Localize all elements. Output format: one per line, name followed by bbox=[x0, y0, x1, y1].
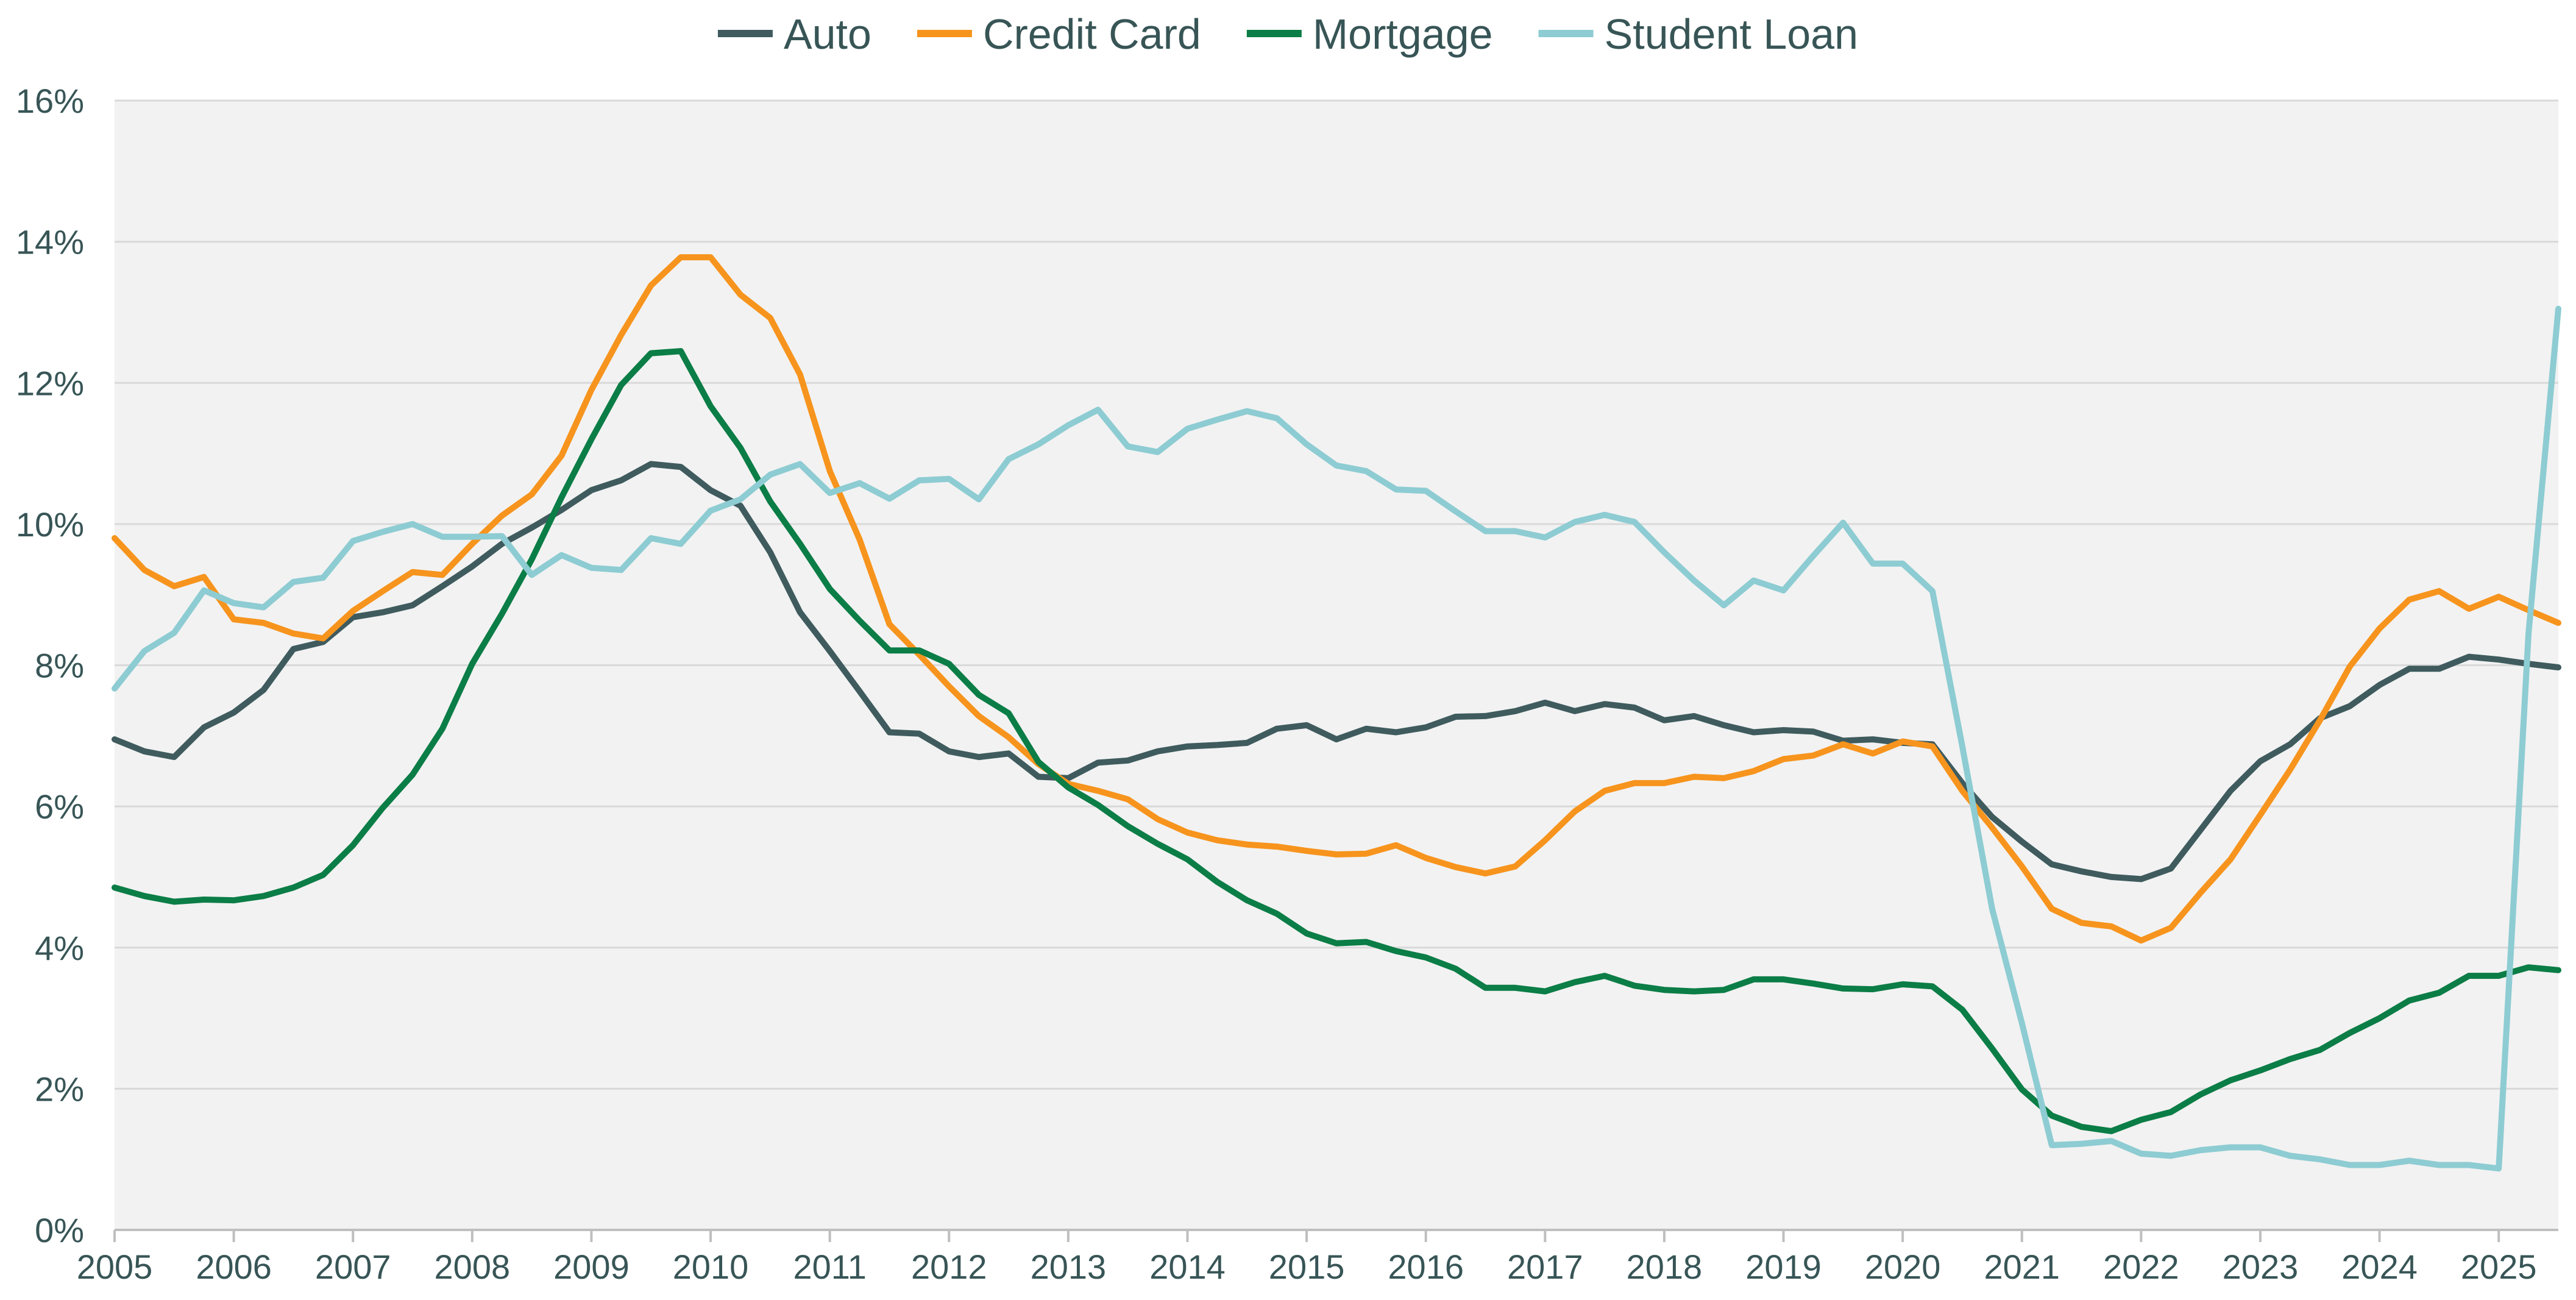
x-tick-label: 2011 bbox=[793, 1248, 866, 1286]
series-lines bbox=[112, 254, 2561, 1172]
y-tick-label: 6% bbox=[35, 787, 84, 826]
x-tick-label: 2016 bbox=[1388, 1248, 1464, 1286]
x-tick-label: 2009 bbox=[553, 1248, 630, 1286]
series-line-mortgage bbox=[112, 348, 2561, 1134]
legend-item-mortgage: Mortgage bbox=[1246, 10, 1493, 58]
x-tick-label: 2013 bbox=[1031, 1248, 1107, 1286]
series-line-auto bbox=[112, 461, 2561, 883]
legend: Auto Credit Card Mortgage Student Loan bbox=[717, 10, 1858, 58]
x-tick-label: 2007 bbox=[315, 1248, 391, 1286]
y-tick-label: 16% bbox=[16, 82, 84, 120]
legend-label-auto: Auto bbox=[784, 10, 871, 58]
y-tick-label: 12% bbox=[16, 364, 84, 402]
y-tick-label: 10% bbox=[16, 505, 84, 544]
x-tick-label: 2012 bbox=[911, 1248, 987, 1286]
x-tick-label: 2014 bbox=[1149, 1248, 1226, 1286]
x-tick-label: 2024 bbox=[2341, 1248, 2418, 1286]
legend-label-credit-card: Credit Card bbox=[983, 10, 1201, 58]
y-axis: 0% 2% 4% 6% 8% 10% 12% 14% 16% bbox=[16, 82, 84, 1249]
x-tick-label: 2005 bbox=[77, 1248, 153, 1286]
x-tick-label: 2006 bbox=[196, 1248, 272, 1286]
y-tick-label: 0% bbox=[35, 1211, 84, 1249]
x-tick-label: 2015 bbox=[1269, 1248, 1345, 1286]
x-tick-label: 2010 bbox=[673, 1248, 749, 1286]
legend-item-auto: Auto bbox=[717, 10, 871, 58]
legend-label-mortgage: Mortgage bbox=[1313, 10, 1493, 58]
legend-item-credit-card: Credit Card bbox=[917, 10, 1201, 58]
x-tick-label: 2023 bbox=[2223, 1248, 2299, 1286]
y-tick-label: 2% bbox=[35, 1070, 84, 1108]
y-tick-label: 8% bbox=[35, 647, 84, 685]
x-tick-label: 2021 bbox=[1984, 1248, 2060, 1286]
legend-label-student-loan: Student Loan bbox=[1605, 10, 1858, 58]
x-tick-label: 2020 bbox=[1865, 1248, 1941, 1286]
x-tick-label: 2022 bbox=[2103, 1248, 2179, 1286]
legend-item-student-loan: Student Loan bbox=[1538, 10, 1858, 58]
gridlines bbox=[115, 99, 2558, 1090]
series-line-student-loan bbox=[112, 305, 2561, 1172]
series-line-credit-card bbox=[112, 254, 2561, 944]
x-tick-label: 2019 bbox=[1745, 1248, 1822, 1286]
x-tick-label: 2008 bbox=[435, 1248, 511, 1286]
y-tick-label: 14% bbox=[16, 223, 84, 261]
y-tick-label: 4% bbox=[35, 929, 84, 967]
x-tick-label: 2018 bbox=[1627, 1248, 1703, 1286]
x-tick-label: 2017 bbox=[1507, 1248, 1583, 1286]
x-axis: 2005 2006 2007 2008 2009 2010 2011 2012 2013 2014… bbox=[77, 1229, 2558, 1286]
x-tick-label: 2025 bbox=[2461, 1248, 2537, 1286]
